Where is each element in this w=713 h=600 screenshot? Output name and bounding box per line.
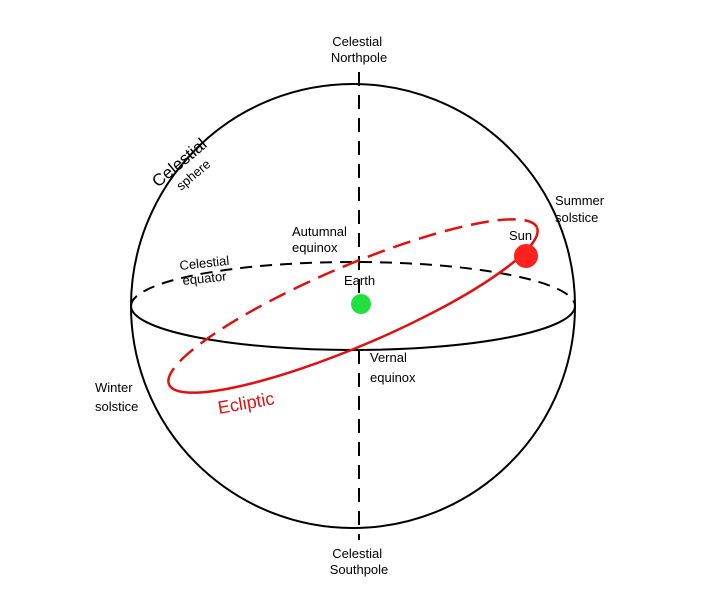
autumnal-equinox-label: Autumnal equinox [292, 224, 351, 255]
celestial-equator-label-line1: Celestial [179, 253, 230, 273]
ecliptic-label: Ecliptic [216, 388, 276, 418]
sun-dot [514, 244, 538, 268]
celestial-equator-label-line2: equator [182, 268, 228, 288]
ecliptic-back [167, 218, 539, 385]
winter-solstice-label: Winter solstice [95, 380, 138, 414]
sun-label: Sun [509, 228, 532, 243]
earth-label: Earth [344, 273, 375, 288]
north-pole-label: Celestial Northpole [331, 34, 387, 65]
south-pole-label: Celestial Southpole [330, 546, 389, 577]
earth-dot [351, 294, 371, 314]
summer-solstice-label: Summer solstice [555, 193, 608, 225]
celestial-equator-back [130, 261, 576, 307]
celestial-equator-front [130, 305, 576, 351]
vernal-equinox-label: Vernal equinox [370, 350, 416, 385]
